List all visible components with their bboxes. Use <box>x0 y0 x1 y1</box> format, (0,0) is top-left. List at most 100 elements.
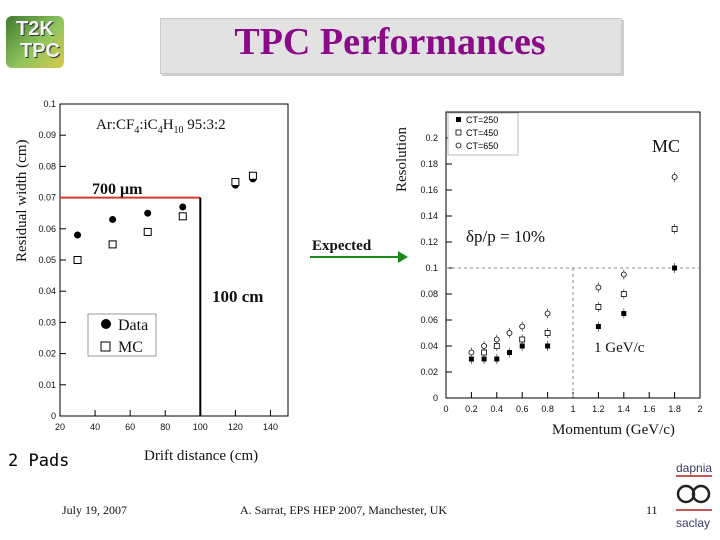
right-xtick-label: 0.4 <box>491 404 504 414</box>
left-x-axis: 20 40 60 80 100 120 140 <box>55 410 278 432</box>
left-ytick-label: 0 <box>51 411 56 421</box>
legend-ct450-marker <box>455 129 462 136</box>
right-ytick-label: 0 <box>433 393 438 403</box>
mc-point <box>178 212 187 221</box>
left-y-label: Residual width (cm) <box>14 140 30 262</box>
100cm-label: 100 cm <box>212 287 263 306</box>
ct250-point <box>595 324 601 329</box>
ct450-point <box>544 330 551 336</box>
right-x-axis: 0 0.2 0.4 0.6 0.8 1 1.2 1.4 1.6 1.8 2 <box>443 392 703 414</box>
right-xtick-label: 2 <box>697 404 702 414</box>
700um-label: 700 μm <box>92 181 143 198</box>
footer-author: A. Sarrat, EPS HEP 2007, Manchester, UK <box>240 503 447 517</box>
ct450-point <box>620 291 627 297</box>
legend-data-marker <box>101 319 111 329</box>
mc-label: MC <box>652 136 680 156</box>
ct650-point <box>493 336 500 343</box>
saclay-text: saclay <box>676 516 710 530</box>
right-xtick-label: 1.2 <box>592 404 605 414</box>
legend-mc-label: MC <box>118 339 143 356</box>
left-ytick-label: 0.01 <box>38 380 56 390</box>
data-point <box>109 215 117 223</box>
right-xtick-label: 0.8 <box>541 404 554 414</box>
right-ytick-label: 0.02 <box>420 367 438 377</box>
mc-point <box>231 178 240 186</box>
ct650-point <box>468 349 475 356</box>
left-ytick-label: 0.07 <box>38 193 56 203</box>
right-ytick-label: 0.06 <box>420 315 438 325</box>
left-xtick-label: 140 <box>263 422 278 432</box>
mc-point <box>108 240 117 249</box>
left-xtick-label: 120 <box>228 422 243 432</box>
left-x-label: Drift distance (cm) <box>144 448 258 464</box>
right-ytick-label: 0.12 <box>420 237 438 247</box>
mc-point <box>73 256 82 264</box>
ct250-point <box>468 356 474 362</box>
t2k-tpc-logo: T2K TPC <box>6 16 64 68</box>
ct650-point <box>519 323 526 330</box>
right-xtick-label: 1.6 <box>643 404 656 414</box>
right-xtick-label: 1.8 <box>668 404 681 414</box>
right-ytick-label: 0.2 <box>425 133 438 143</box>
ct650-point <box>620 271 627 278</box>
left-ytick-label: 0.06 <box>38 224 56 234</box>
ct250-point <box>494 356 500 362</box>
data-point <box>179 203 187 211</box>
left-xtick-label: 60 <box>125 422 135 432</box>
left-xtick-label: 20 <box>55 422 65 432</box>
right-x-label: Momentum (GeV/c) <box>552 422 675 438</box>
left-ytick-label: 0.09 <box>38 130 56 140</box>
ct250-point <box>621 311 627 316</box>
mc-point <box>248 171 257 180</box>
page-number: 11 <box>646 503 658 517</box>
expected-label: Expected <box>312 238 372 254</box>
logo-line1: T2K <box>16 18 54 40</box>
ct650-point <box>544 310 551 317</box>
right-ytick-label: 0.08 <box>420 289 438 299</box>
page-title: TPC Performances <box>234 21 546 63</box>
left-legend <box>87 313 157 357</box>
dp-over-p-label: δp/p = 10% <box>466 227 545 246</box>
ct650-point <box>671 174 678 180</box>
ct250-point <box>481 356 487 362</box>
left-data-points <box>73 171 257 264</box>
left-ytick-label: 0.02 <box>38 349 56 359</box>
right-ytick-label: 0.16 <box>420 185 438 195</box>
left-ytick-label: 0.05 <box>38 255 56 265</box>
data-point <box>74 231 82 239</box>
left-ytick-label: 0.08 <box>38 161 56 171</box>
ct250-point <box>545 343 551 349</box>
right-y-label: Resolution <box>394 126 410 192</box>
ct450-point <box>595 304 602 310</box>
cea-c-icon <box>676 484 696 504</box>
legend-ct450: CT=450 <box>466 128 498 138</box>
1gev-label: 1 GeV/c <box>594 340 645 356</box>
gas-mixture-label: Ar:CF4:iC4H10 95:3:2 <box>96 117 226 136</box>
left-y-axis: 0.1 0.09 0.08 0.07 0.06 0.05 0.04 0.03 0.02 0.01 0 <box>38 99 66 421</box>
mc-point <box>143 227 152 236</box>
left-plot-frame <box>59 103 289 417</box>
right-ytick-label: 0.14 <box>420 211 438 221</box>
data-point <box>144 209 152 217</box>
ct450-point <box>519 336 526 343</box>
legend-ct250: CT=250 <box>466 115 498 125</box>
ct250-point <box>519 343 525 349</box>
legend-ct650-marker <box>455 142 462 149</box>
legend-ct650: CT=650 <box>466 141 498 151</box>
legend-ct250-marker <box>456 117 461 122</box>
right-xtick-label: 1.4 <box>618 404 631 414</box>
left-xtick-label: 100 <box>193 422 208 432</box>
cea-saclay-logo: dapnia saclay <box>676 461 712 530</box>
right-xtick-label: 0 <box>443 404 448 414</box>
ct650-point <box>481 343 488 349</box>
left-ytick-label: 0.03 <box>38 317 56 327</box>
legend-mc-marker <box>100 341 111 352</box>
title-box <box>160 18 622 74</box>
ct250-point <box>672 265 678 271</box>
right-ytick-label: 0.1 <box>425 263 438 273</box>
arrow-head-icon <box>398 251 408 263</box>
right-xtick-label: 1 <box>570 404 575 414</box>
footer-date: July 19, 2007 <box>62 503 127 517</box>
legend-data-label: Data <box>118 317 148 334</box>
